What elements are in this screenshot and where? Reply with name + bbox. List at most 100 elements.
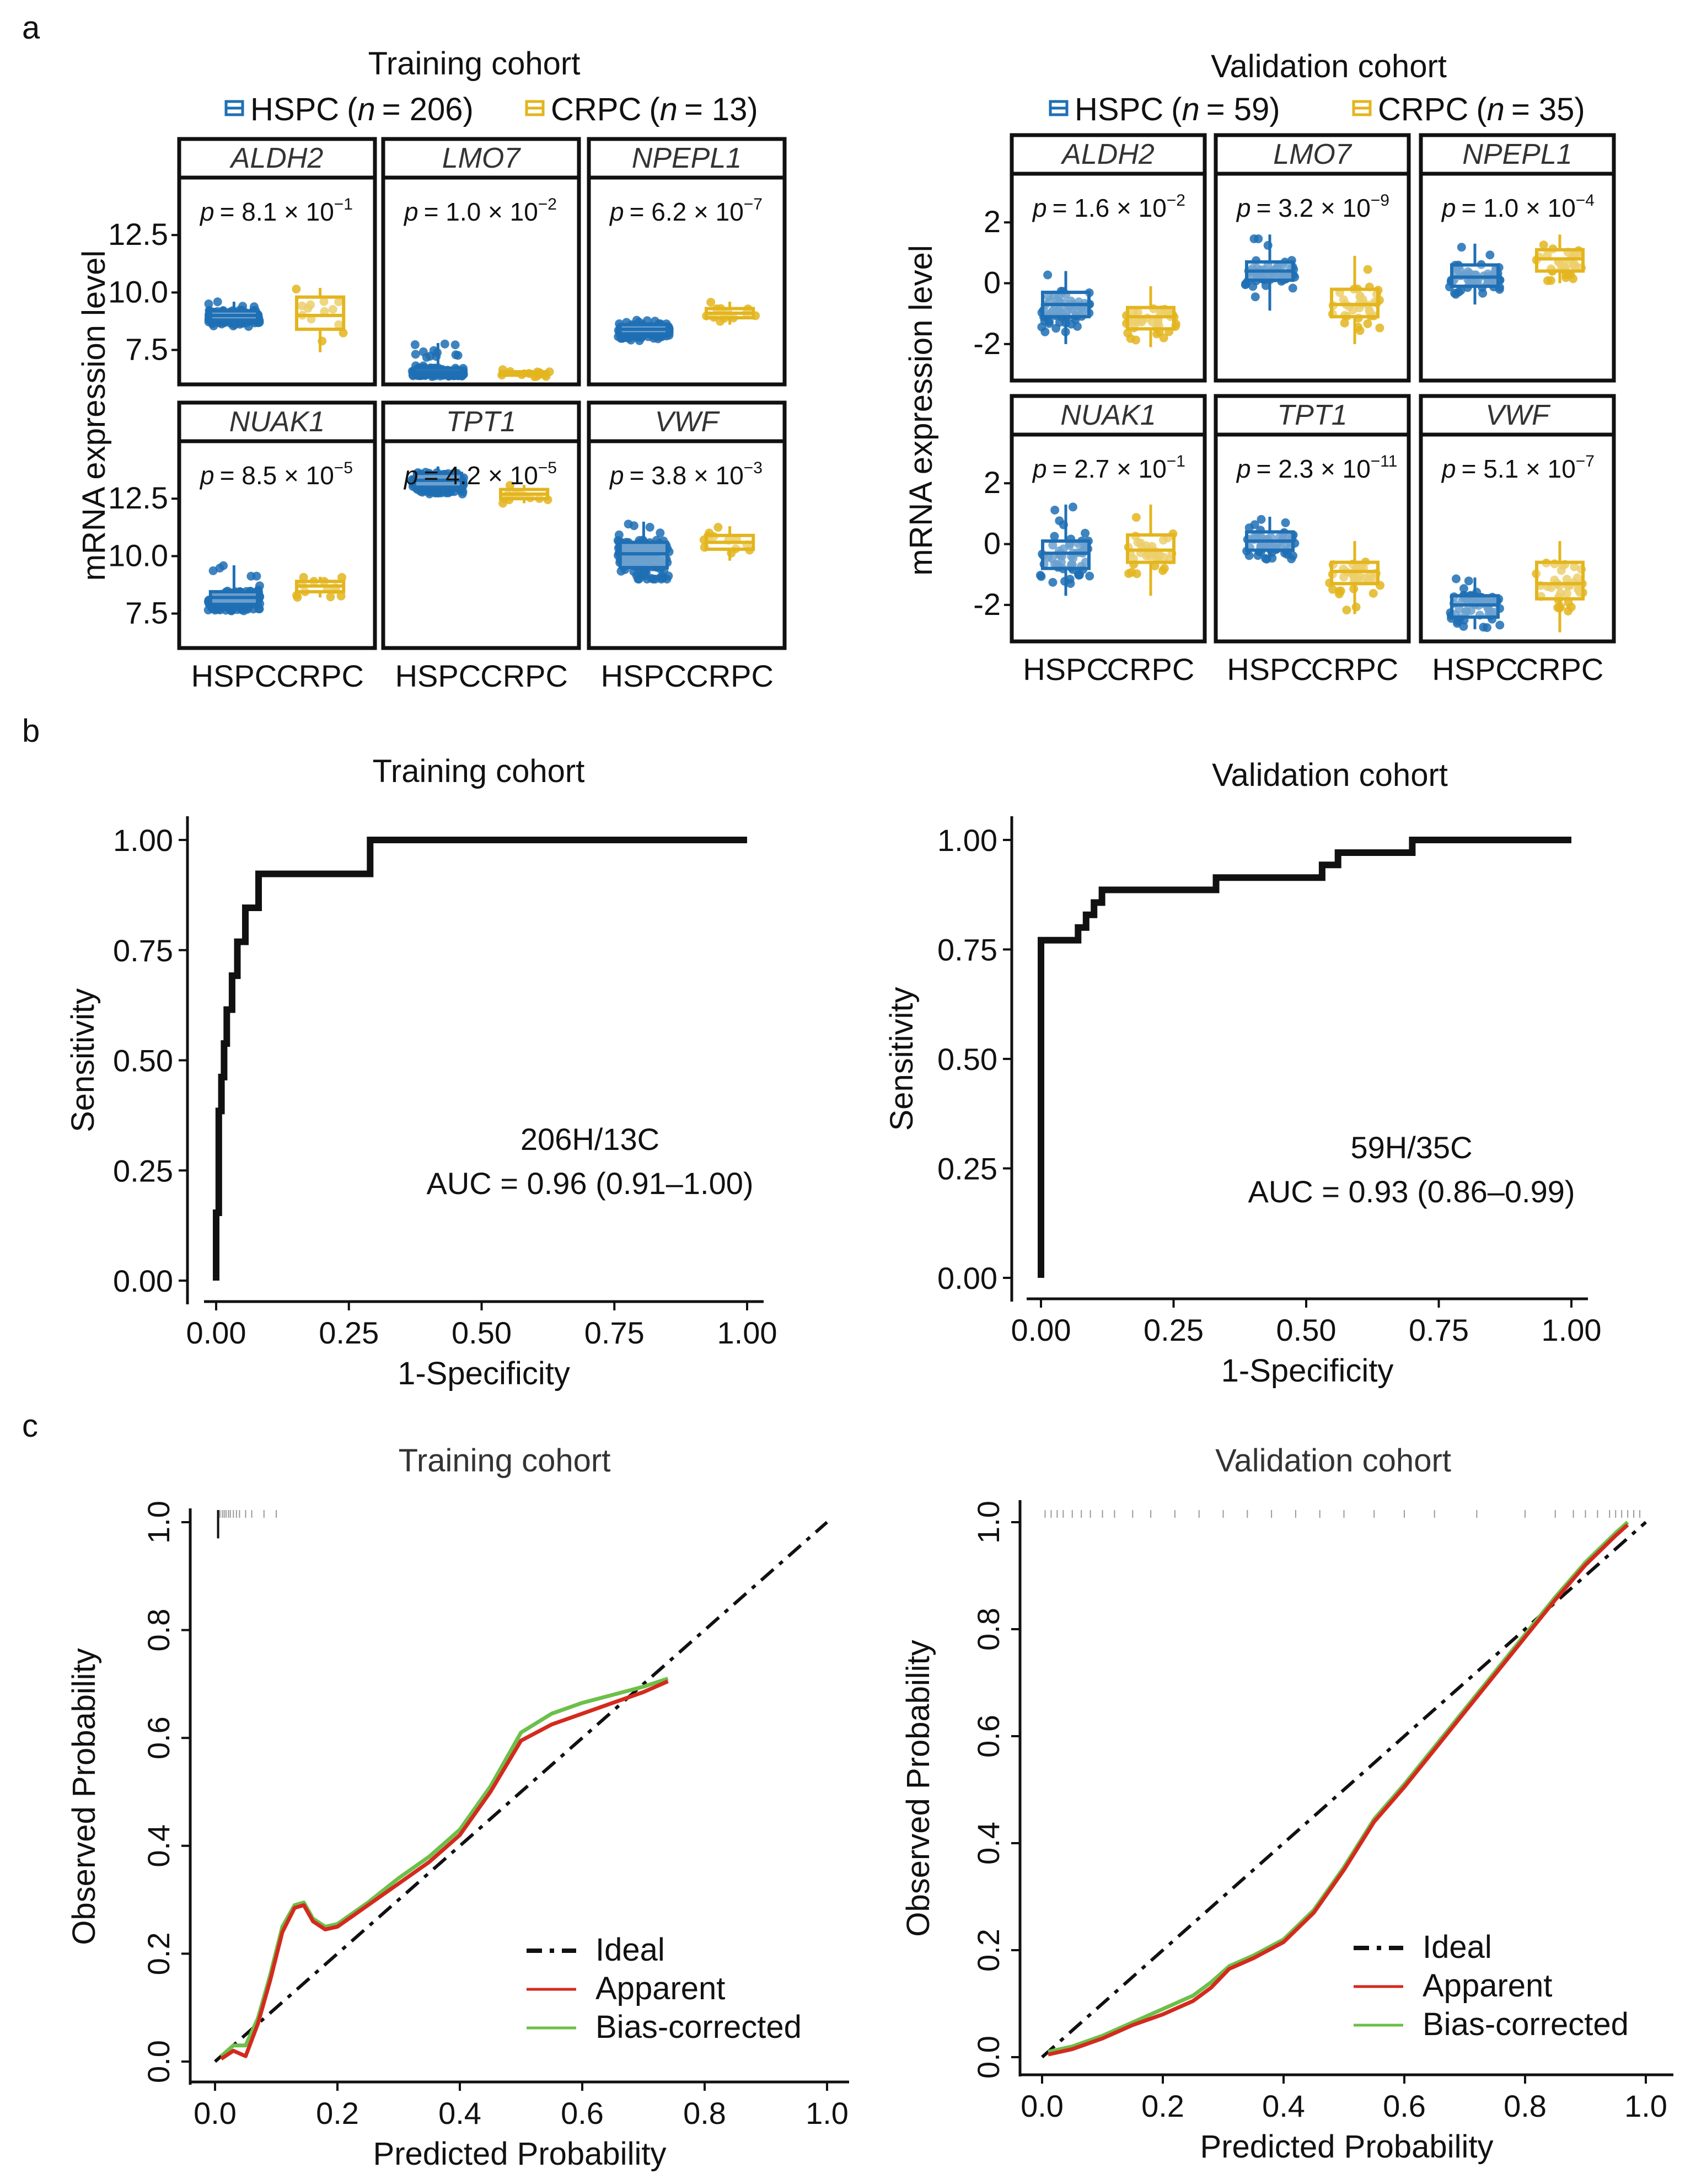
facet-gene-label: NPEPL1: [632, 142, 742, 174]
roc-annotation: 59H/35C: [1350, 1130, 1472, 1165]
data-point: [1568, 274, 1577, 283]
y-tick-label: 0.2: [971, 1929, 1006, 1972]
y-tick-label: 10.0: [108, 538, 168, 572]
data-point: [637, 544, 647, 554]
data-point: [1375, 323, 1384, 333]
p-value-label: p = 2.7 × 10−1: [1032, 452, 1185, 483]
box-hspc: [1445, 243, 1505, 305]
legend-n-open: (: [347, 92, 357, 127]
data-point: [1484, 604, 1493, 614]
y-tick-label: 0.6: [141, 1716, 176, 1759]
data-point: [1451, 290, 1461, 299]
y-tick-label: -2: [973, 587, 1001, 622]
data-point: [334, 320, 344, 329]
facet-nuak1: NUAK1 7.5 10.0 12.5 p = 8.5 × 10−5 HSPC CRPC: [108, 400, 377, 693]
roc-annotation: 206H/13C: [520, 1122, 659, 1157]
y-axis-label: mRNA expression level: [76, 250, 112, 581]
p-exponent: −1: [1167, 452, 1185, 470]
facet-strip: [177, 400, 377, 443]
box-crpc: [292, 285, 348, 352]
data-point: [1572, 573, 1582, 582]
legend-series-name: CRPC: [1378, 92, 1468, 127]
p-value-label: p = 2.3 × 10−11: [1236, 452, 1397, 483]
p-symbol: p: [1032, 194, 1047, 222]
data-point: [1368, 588, 1378, 598]
legend-series-name: HSPC: [250, 92, 339, 127]
data-point: [1085, 571, 1094, 581]
data-point: [1068, 502, 1077, 512]
chart-title: Training cohort: [373, 753, 585, 789]
box-hspc: [613, 520, 674, 584]
facet-strip: [587, 137, 787, 180]
box-crpc: [699, 523, 755, 561]
x-tick-label: HSPC: [601, 659, 687, 693]
data-point: [418, 488, 427, 497]
chart-title: Validation cohort: [1215, 1443, 1451, 1479]
data-point: [614, 530, 624, 539]
box-crpc: [497, 365, 554, 382]
data-point: [1452, 619, 1462, 628]
ideal-line: [1041, 1521, 1647, 2059]
legend-n-value: = 206): [382, 92, 474, 127]
chart-b-train: Training cohort 0.00 0.25 0.50 0.75 1.00 0.00 0…: [65, 753, 777, 1391]
data-point: [1282, 550, 1292, 559]
p-value: = 4.2 × 10: [424, 461, 538, 490]
data-point: [1334, 590, 1344, 599]
facet-gene-label: LMO7: [1273, 138, 1352, 170]
data-point: [1048, 540, 1058, 550]
legend-n-symbol: n: [1182, 92, 1199, 127]
box-chart-title: Training cohort: [368, 46, 581, 82]
data-point: [645, 522, 654, 532]
data-point: [1482, 623, 1491, 632]
p-symbol: p: [199, 197, 214, 226]
p-exponent: −4: [1576, 191, 1595, 210]
x-tick-label: 0.50: [1276, 1313, 1337, 1347]
data-point: [629, 521, 638, 531]
p-value-label: p = 4.2 × 10−5: [403, 459, 557, 490]
y-tick-label: 12.5: [108, 217, 168, 251]
box-crpc: [498, 481, 552, 508]
x-tick-label: 0.0: [1021, 2089, 1064, 2123]
facet-lmo7: LMO7 p = 1.0 × 10−2: [381, 137, 581, 387]
x-tick-label: 0.2: [316, 2096, 359, 2131]
y-axis-label: Sensitivity: [884, 987, 920, 1131]
y-tick-label: 0.8: [141, 1609, 176, 1652]
data-point: [1131, 513, 1141, 522]
box-hspc: [614, 315, 674, 345]
y-tick-label: 7.5: [125, 596, 168, 630]
box-crpc: [1121, 286, 1180, 347]
box-crpc: [1328, 255, 1384, 344]
p-symbol: p: [1441, 454, 1456, 483]
y-tick-label: 0.4: [141, 1824, 176, 1867]
data-point: [1570, 562, 1579, 571]
x-axis-label: 1-Specificity: [1221, 1353, 1394, 1389]
x-tick-label: CRPC: [1516, 652, 1604, 687]
box-crpc: [1532, 541, 1587, 633]
data-point: [1269, 541, 1279, 550]
legend-n-open: (: [649, 92, 659, 127]
chart-title: Training cohort: [399, 1443, 611, 1479]
data-point: [1253, 551, 1263, 560]
data-point: [1055, 516, 1064, 526]
box-crpc: [1532, 234, 1586, 285]
data-point: [1288, 283, 1297, 293]
x-tick-label: 0.2: [1141, 2089, 1184, 2123]
data-point: [1464, 576, 1473, 586]
legend-label-ideal: Ideal: [1423, 1929, 1492, 1965]
y-tick-label: 1.0: [141, 1501, 176, 1544]
y-axis-label: Sensitivity: [65, 988, 101, 1132]
data-point: [1137, 317, 1146, 326]
box-hspc: [1446, 574, 1505, 632]
legend-n-value: = 13): [684, 92, 758, 127]
facet-gene-label: LMO7: [442, 142, 522, 174]
box-hspc: [1035, 502, 1094, 596]
box-iqr: [1535, 560, 1585, 601]
data-point: [1244, 551, 1254, 560]
chart-c-train: Training cohort 0.0 0.2 0.4 0.6 0.8 1.0 0.0 0.2 0…: [66, 1443, 849, 2172]
data-point: [634, 575, 643, 584]
p-value: = 1.6 × 10: [1053, 194, 1167, 222]
data-point: [623, 544, 632, 553]
facet-strip: [1214, 133, 1411, 176]
